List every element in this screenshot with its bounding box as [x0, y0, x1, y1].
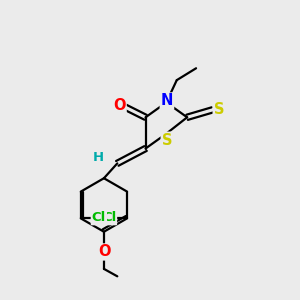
Text: O: O [113, 98, 126, 113]
Text: S: S [214, 102, 224, 117]
Text: N: N [161, 94, 173, 109]
Text: Cl: Cl [92, 211, 106, 224]
Text: H: H [92, 151, 104, 164]
Text: O: O [98, 244, 111, 260]
Text: Cl: Cl [102, 211, 116, 224]
Text: S: S [162, 133, 172, 148]
